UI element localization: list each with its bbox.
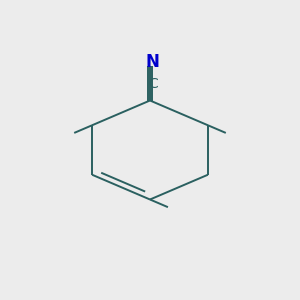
Text: N: N (146, 53, 159, 71)
Text: C: C (149, 77, 158, 91)
